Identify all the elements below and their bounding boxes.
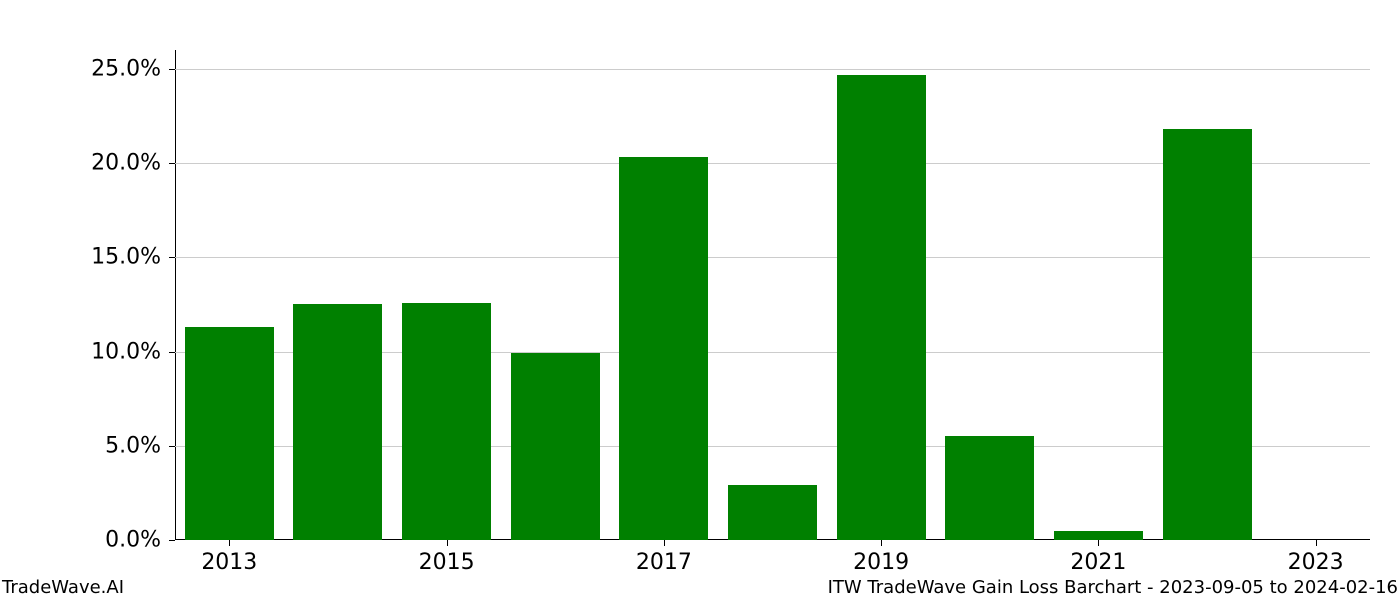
plot-area: 0.0%5.0%10.0%15.0%20.0%25.0%201320152017… — [175, 50, 1370, 540]
ytick-mark — [169, 69, 175, 70]
xtick-mark — [1316, 540, 1317, 546]
xtick-mark — [1098, 540, 1099, 546]
ytick-mark — [169, 446, 175, 447]
bar — [1054, 531, 1143, 540]
ytick-label: 20.0% — [91, 151, 161, 176]
ytick-mark — [169, 540, 175, 541]
bar — [293, 304, 382, 540]
footer-right-text: ITW TradeWave Gain Loss Barchart - 2023-… — [828, 577, 1398, 598]
ytick-label: 0.0% — [105, 528, 161, 553]
ytick-label: 10.0% — [91, 339, 161, 364]
xtick-mark — [229, 540, 230, 546]
ytick-mark — [169, 163, 175, 164]
gridline — [175, 69, 1370, 70]
bar — [945, 436, 1034, 540]
y-axis-line — [175, 50, 176, 540]
ytick-mark — [169, 257, 175, 258]
xtick-label: 2015 — [419, 550, 475, 575]
xtick-mark — [664, 540, 665, 546]
xtick-label: 2019 — [853, 550, 909, 575]
xtick-mark — [447, 540, 448, 546]
bar — [1163, 129, 1252, 540]
ytick-label: 25.0% — [91, 56, 161, 81]
bar — [511, 353, 600, 540]
chart-container: 0.0% 5.0% 10.0% 15.0% 20.0% 25.0% 2013 2015 2017… — [0, 0, 1400, 600]
ytick-label: 15.0% — [91, 245, 161, 270]
xtick-label: 2021 — [1070, 550, 1126, 575]
ytick-mark — [169, 352, 175, 353]
bar — [402, 303, 491, 540]
bar — [619, 157, 708, 540]
bar — [728, 485, 817, 540]
xtick-label: 2017 — [636, 550, 692, 575]
bar — [185, 327, 274, 540]
ytick-label: 5.0% — [105, 433, 161, 458]
bar — [837, 75, 926, 541]
xtick-mark — [881, 540, 882, 546]
xtick-label: 2013 — [201, 550, 257, 575]
xtick-label: 2023 — [1288, 550, 1344, 575]
footer-left-text: TradeWave.AI — [2, 577, 124, 598]
